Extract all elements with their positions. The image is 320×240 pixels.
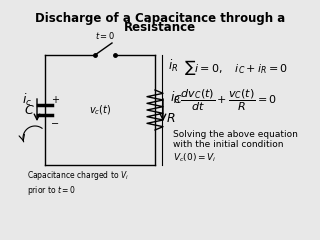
Text: Capacitance charged to $V_i$
prior to $t = 0$: Capacitance charged to $V_i$ prior to $t… <box>27 169 129 197</box>
Text: $i_R$: $i_R$ <box>170 90 180 106</box>
Text: $R$: $R$ <box>166 112 176 125</box>
Text: $i_R$: $i_R$ <box>168 58 178 74</box>
Text: $\sum i = 0, \quad i_C + i_R = 0$: $\sum i = 0, \quad i_C + i_R = 0$ <box>184 58 288 77</box>
Text: $i_c$: $i_c$ <box>22 92 32 108</box>
Text: $v_c(t)$: $v_c(t)$ <box>89 103 111 117</box>
Text: $t = 0$: $t = 0$ <box>95 30 115 41</box>
Text: $C$: $C$ <box>24 103 34 116</box>
Text: Resistance: Resistance <box>124 21 196 34</box>
Text: Solving the above equation
with the initial condition
$V_c(0) = V_i$: Solving the above equation with the init… <box>173 130 298 164</box>
Text: Discharge of a Capacitance through a: Discharge of a Capacitance through a <box>35 12 285 25</box>
Text: $C\dfrac{dv_C(t)}{dt} + \dfrac{v_C(t)}{R} = 0$: $C\dfrac{dv_C(t)}{dt} + \dfrac{v_C(t)}{R… <box>173 88 277 114</box>
Text: +: + <box>51 95 59 105</box>
Text: $-$: $-$ <box>51 117 60 127</box>
